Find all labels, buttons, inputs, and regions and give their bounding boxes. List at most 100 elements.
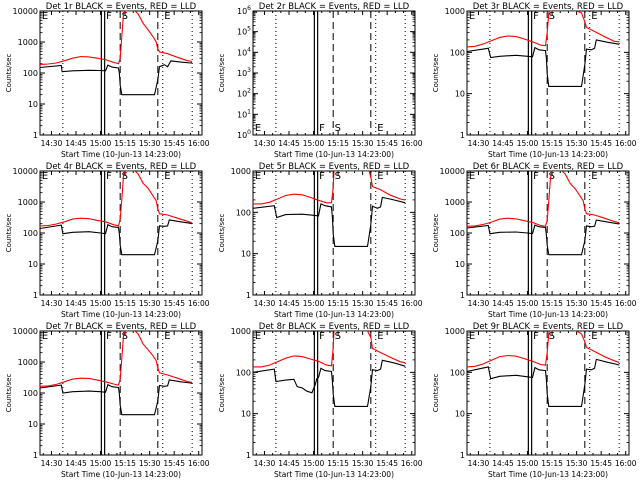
x-tick-label: 15:00 xyxy=(303,299,325,308)
panel-det-5r: Det 5r BLACK = Events, RED = LLD Counts/s… xyxy=(218,162,423,319)
panel-det-8r: Det 8r BLACK = Events, RED = LLD Counts/s… xyxy=(218,322,423,479)
y-axis-label: Counts/sec xyxy=(218,214,226,253)
region-label-e: E xyxy=(255,331,261,342)
x-tick-label: 15:00 xyxy=(90,299,112,308)
y-tick-label: 100 xyxy=(450,229,465,238)
plot-frame xyxy=(466,10,630,136)
x-tick-label: 15:15 xyxy=(114,139,136,148)
x-axis-label: Start Time (10-Jun-13 14:23:00) xyxy=(61,310,181,319)
x-tick-label: 15:30 xyxy=(352,459,374,468)
panel-title: Det 6r BLACK = Events, RED = LLD xyxy=(473,162,624,172)
y-tick-label: 104 xyxy=(237,46,251,57)
region-label-e: E xyxy=(591,171,597,182)
y-tick-label: 1000 xyxy=(445,7,465,16)
x-tick-label: 14:45 xyxy=(278,139,300,148)
region-label-f: F xyxy=(533,11,539,22)
panel-title: Det 2r BLACK = Events, RED = LLD xyxy=(259,2,410,12)
region-label-e: E xyxy=(377,331,383,342)
x-tick-label: 15:45 xyxy=(163,459,185,468)
region-label-e: E xyxy=(42,171,48,182)
region-label-s: S xyxy=(122,171,128,182)
panel-det-2r: Det 2r BLACK = Events, RED = LLD Counts/s… xyxy=(218,2,423,159)
x-tick-label: 15:00 xyxy=(303,139,325,148)
plot-frame xyxy=(252,330,416,456)
series-group xyxy=(40,331,193,416)
series-line-lld xyxy=(467,171,620,227)
y-tick-label: 1 xyxy=(460,291,465,300)
y-tick-label: 1000 xyxy=(231,167,251,176)
series-line-events xyxy=(253,196,406,247)
region-label-e: E xyxy=(42,11,48,22)
x-tick-label: 14:30 xyxy=(41,139,63,148)
x-tick-label: 15:00 xyxy=(303,459,325,468)
x-tick-label: 16:00 xyxy=(188,139,210,148)
panel-title: Det 8r BLACK = Events, RED = LLD xyxy=(259,322,410,332)
x-tick-label: 14:45 xyxy=(278,299,300,308)
y-tick-label: 1000 xyxy=(18,38,38,47)
series-group xyxy=(40,11,193,96)
y-tick-label: 103 xyxy=(237,67,251,78)
y-axis-label: Counts/sec xyxy=(432,374,440,413)
x-tick-label: 16:00 xyxy=(615,459,637,468)
x-tick-label: 16:00 xyxy=(401,139,423,148)
panel-det-4r: Det 4r BLACK = Events, RED = LLD Counts/s… xyxy=(5,162,210,319)
x-tick-label: 14:45 xyxy=(492,299,514,308)
x-axis-label: Start Time (10-Jun-13 14:23:00) xyxy=(488,470,608,479)
y-tick-label: 1000 xyxy=(445,327,465,336)
y-tick-label: 10 xyxy=(455,90,465,99)
x-tick-label: 15:30 xyxy=(566,139,588,148)
x-tick-label: 15:15 xyxy=(327,139,349,148)
x-tick-label: 15:30 xyxy=(566,459,588,468)
x-tick-label: 16:00 xyxy=(615,139,637,148)
y-tick-label: 100 xyxy=(237,129,251,140)
y-tick-label: 10 xyxy=(241,410,251,419)
x-axis-label: Start Time (10-Jun-13 14:23:00) xyxy=(274,310,394,319)
region-label-f: F xyxy=(106,331,112,342)
region-label-s: S xyxy=(549,171,555,182)
series-group xyxy=(467,331,620,407)
y-tick-label: 10000 xyxy=(440,167,465,176)
region-label-s: S xyxy=(335,171,341,182)
series-line-events xyxy=(40,60,193,96)
y-tick-label: 1 xyxy=(33,291,38,300)
panel-title: Det 4r BLACK = Events, RED = LLD xyxy=(46,162,197,172)
y-axis-label: Counts/sec xyxy=(5,54,13,93)
y-tick-label: 102 xyxy=(237,88,251,99)
y-axis-label: Counts/sec xyxy=(5,374,13,413)
x-tick-label: 14:45 xyxy=(492,459,514,468)
y-tick-label: 100 xyxy=(450,368,465,377)
x-axis-label: Start Time (10-Jun-13 14:23:00) xyxy=(61,150,181,159)
x-tick-label: 15:45 xyxy=(590,459,612,468)
region-label-f: F xyxy=(106,11,112,22)
series-group xyxy=(467,11,620,87)
x-tick-label: 15:00 xyxy=(90,139,112,148)
region-label-e: E xyxy=(377,123,383,134)
x-tick-label: 14:30 xyxy=(254,299,276,308)
panel-title: Det 3r BLACK = Events, RED = LLD xyxy=(473,2,624,12)
region-label-s: S xyxy=(122,11,128,22)
series-line-events xyxy=(40,219,193,256)
x-tick-label: 15:45 xyxy=(376,299,398,308)
y-tick-label: 10 xyxy=(455,260,465,269)
series-group xyxy=(253,171,406,247)
plot-frame xyxy=(466,170,630,296)
panel-title: Det 9r BLACK = Events, RED = LLD xyxy=(473,322,624,332)
region-label-f: F xyxy=(319,171,325,182)
series-group xyxy=(40,171,193,256)
x-tick-label: 15:45 xyxy=(163,299,185,308)
series-line-events xyxy=(467,39,620,87)
panel-title: Det 5r BLACK = Events, RED = LLD xyxy=(259,162,410,172)
x-tick-label: 14:45 xyxy=(492,139,514,148)
panel-det-9r: Det 9r BLACK = Events, RED = LLD Counts/s… xyxy=(432,322,637,479)
x-tick-label: 16:00 xyxy=(401,299,423,308)
x-tick-label: 14:30 xyxy=(41,459,63,468)
y-tick-label: 100 xyxy=(23,229,38,238)
x-tick-label: 15:00 xyxy=(517,459,539,468)
series-line-lld xyxy=(40,171,193,227)
region-label-e: E xyxy=(377,171,383,182)
y-tick-label: 1 xyxy=(460,131,465,140)
region-label-s: S xyxy=(549,331,555,342)
y-tick-label: 1 xyxy=(460,451,465,460)
series-group xyxy=(467,171,620,256)
x-tick-label: 15:30 xyxy=(139,139,161,148)
